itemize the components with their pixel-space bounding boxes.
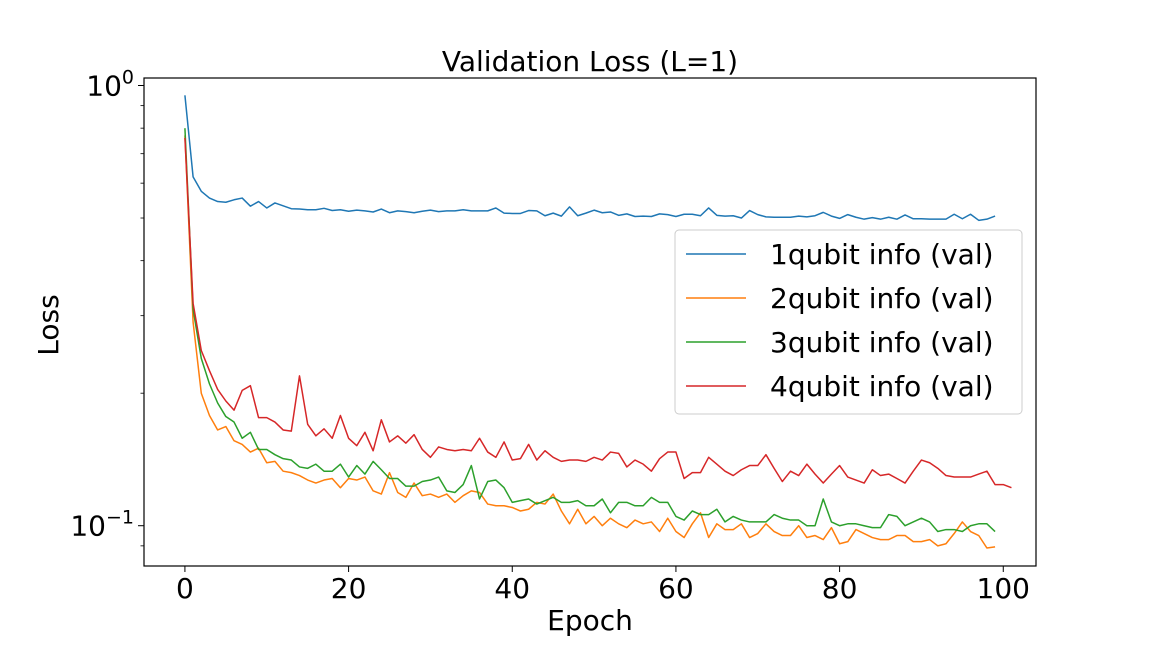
- chart-title: Validation Loss (L=1): [442, 45, 738, 78]
- x-axis: 0 20 40 60 80 100: [176, 566, 1030, 605]
- legend-label-1: 1qubit info (val): [770, 238, 994, 271]
- legend-frame: [674, 229, 1023, 415]
- series-line-2: [184, 135, 996, 549]
- plot-area: [143, 77, 1037, 567]
- x-tick-label: 20: [331, 572, 367, 605]
- y-axis-label: Loss: [32, 294, 65, 355]
- x-tick-label: 80: [822, 572, 858, 605]
- x-tick-label: 100: [977, 572, 1030, 605]
- series-line-1: [184, 95, 996, 222]
- x-axis-label: Epoch: [547, 604, 633, 637]
- series-line-4: [184, 137, 1012, 489]
- series-line-3: [184, 128, 996, 533]
- plot-frame: [143, 77, 1037, 567]
- legend: 1qubit info (val) 2qubit info (val) 3qubit…: [674, 229, 1023, 415]
- y-tick-label: 10−1: [70, 507, 134, 543]
- y-axis: 100 10−1: [70, 66, 144, 547]
- series-layer: [184, 95, 1012, 549]
- x-tick-label: 40: [494, 572, 530, 605]
- x-tick-label: 0: [176, 572, 194, 605]
- legend-label-4: 4qubit info (val): [770, 370, 994, 403]
- legend-label-3: 3qubit info (val): [770, 326, 994, 359]
- legend-label-2: 2qubit info (val): [770, 282, 994, 315]
- y-tick-label: 100: [86, 66, 134, 102]
- x-tick-label: 60: [658, 572, 694, 605]
